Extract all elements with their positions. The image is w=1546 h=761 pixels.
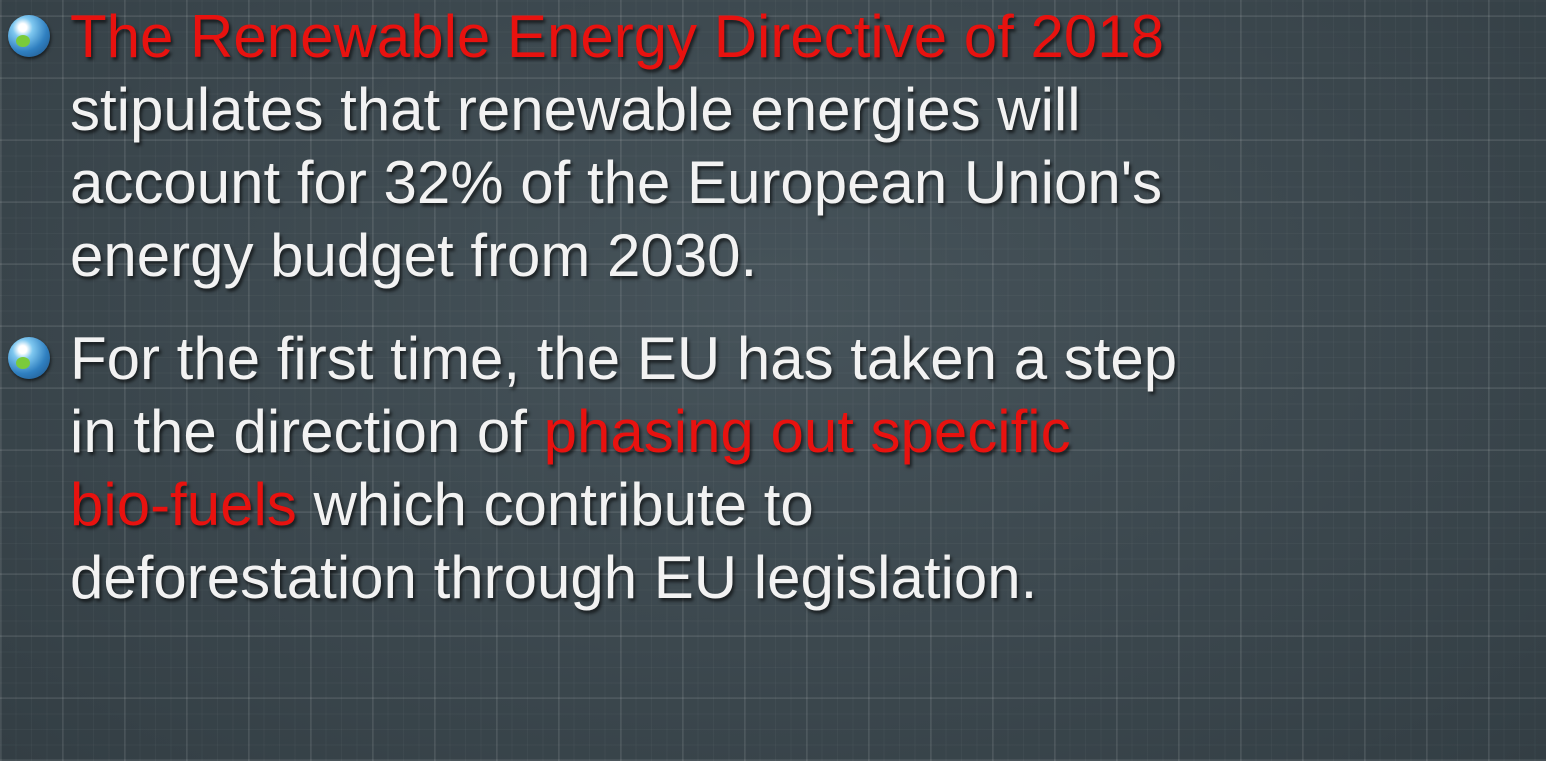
bullet-icon [8, 15, 50, 57]
text-run: deforestation through EU legislation. [70, 544, 1038, 611]
text-run: in the direction of [70, 398, 544, 465]
bullet-line: in the direction of phasing out specific [70, 395, 1071, 468]
text-run: stipulates that renewable energies will [70, 76, 1081, 143]
bullet-line: account for 32% of the European Union's [70, 146, 1162, 219]
highlight-text: The Renewable Energy Directive of 2018 [70, 3, 1164, 70]
bullet-icon [8, 337, 50, 379]
bullet-line: For the first time, the EU has taken a s… [70, 322, 1177, 395]
bullet-line: deforestation through EU legislation. [70, 541, 1037, 614]
bullet-line: energy budget from 2030. [70, 219, 757, 292]
text-run: For the first time, the EU has taken a s… [70, 325, 1178, 392]
bullet-line: stipulates that renewable energies will [70, 73, 1081, 146]
text-run: account for 32% of the European Union's [70, 149, 1163, 216]
bullet-line: The Renewable Energy Directive of 2018 [70, 0, 1164, 73]
highlight-text: phasing out specific [543, 398, 1071, 465]
highlight-text: bio-fuels [70, 471, 297, 538]
text-run: energy budget from 2030. [70, 222, 758, 289]
text-run: which contribute to [296, 471, 814, 538]
bullet-line: bio-fuels which contribute to [70, 468, 814, 541]
